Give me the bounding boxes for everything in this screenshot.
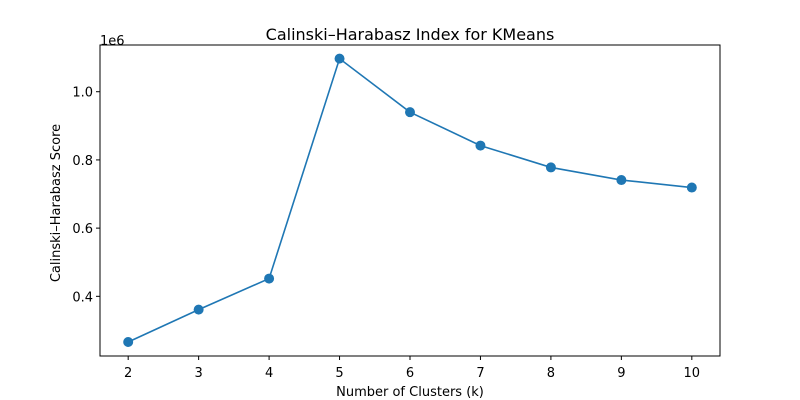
y-tick-label: 1.0 [72, 86, 93, 101]
y-tick-label: 0.8 [72, 154, 93, 169]
x-tick-label: 9 [617, 366, 625, 381]
x-tick-label: 2 [124, 366, 132, 381]
data-point [686, 182, 697, 193]
y-axis-label: Calinski–Harabasz Score [49, 124, 64, 282]
data-point [545, 162, 556, 173]
x-tick-label: 6 [406, 366, 414, 381]
chart-title: Calinski–Harabasz Index for KMeans [266, 25, 555, 44]
data-point [264, 273, 275, 284]
y-axis-offset-label: 1e6 [100, 34, 125, 49]
data-point [475, 140, 486, 151]
plot-frame [99, 44, 721, 357]
plot-area: 2 3 4 5 6 7 8 9 10 0.4 0.6 0.8 1.0 [72, 44, 721, 381]
x-tick-label: 4 [265, 366, 273, 381]
data-point [334, 53, 345, 64]
x-tick-label: 8 [547, 366, 555, 381]
x-tick-label: 5 [335, 366, 343, 381]
data-point [616, 175, 627, 186]
x-axis-label: Number of Clusters (k) [336, 385, 484, 400]
data-point [193, 304, 204, 315]
y-tick-label: 0.6 [72, 222, 93, 237]
x-tick-label: 10 [684, 366, 701, 381]
x-tick-label: 7 [476, 366, 484, 381]
x-tick-label: 3 [194, 366, 202, 381]
data-point [405, 107, 415, 118]
data-point [123, 337, 134, 348]
series-line [127, 57, 692, 343]
y-tick-label: 0.4 [72, 290, 93, 305]
